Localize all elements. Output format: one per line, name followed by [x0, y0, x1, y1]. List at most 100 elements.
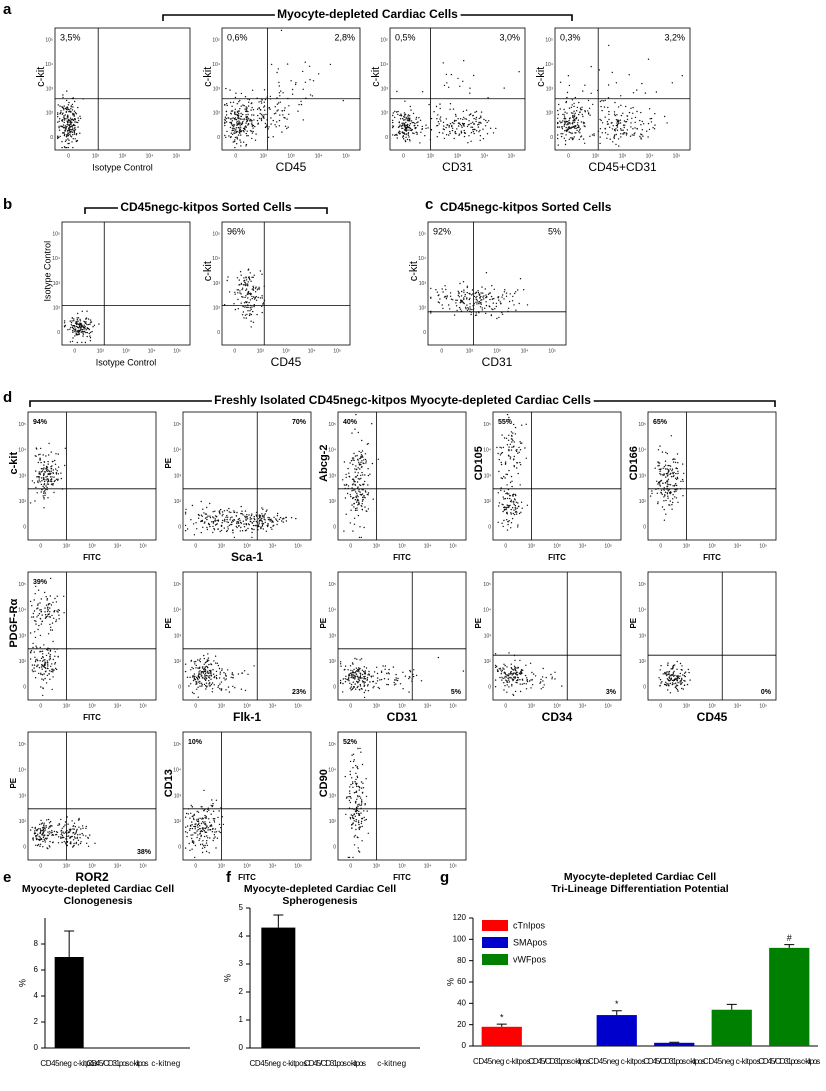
event-dot — [256, 526, 259, 528]
event-dot — [362, 498, 364, 501]
event-dot — [463, 297, 465, 299]
event-dot — [664, 464, 667, 466]
event-dot — [513, 502, 515, 504]
y-tick-label: 10² — [174, 659, 182, 665]
event-dot — [450, 73, 453, 76]
event-dot — [206, 808, 209, 810]
event-dot — [399, 124, 401, 126]
event-dot — [469, 310, 471, 312]
event-dot — [189, 827, 191, 830]
y-axis-label: PE — [9, 777, 18, 788]
event-dot — [625, 105, 627, 108]
event-dot — [267, 525, 269, 528]
event-dot — [258, 521, 260, 523]
event-dot — [472, 121, 474, 124]
event-dot — [245, 118, 247, 120]
y-tick-label: 10⁴ — [18, 768, 26, 774]
event-dot — [568, 119, 570, 122]
event-dot — [249, 304, 252, 307]
event-dot — [190, 683, 192, 685]
event-dot — [219, 530, 221, 533]
event-dot — [69, 830, 72, 832]
event-dot — [600, 119, 602, 122]
event-dot — [504, 463, 507, 465]
event-dot — [352, 767, 354, 769]
event-dot — [85, 318, 87, 320]
event-dot — [559, 120, 561, 122]
event-dot — [35, 455, 37, 457]
event-dot — [445, 73, 448, 76]
event-dot — [593, 133, 595, 135]
event-dot — [506, 497, 509, 500]
event-dot — [504, 672, 507, 674]
event-dot — [347, 856, 349, 859]
event-dot — [625, 132, 627, 134]
x-axis-label: FITC — [393, 873, 411, 882]
event-dot — [204, 685, 207, 687]
event-dot — [281, 131, 283, 133]
x-tick-label: 0 — [194, 703, 197, 709]
event-dot — [656, 492, 658, 494]
event-dot — [236, 526, 238, 529]
event-dot — [63, 134, 66, 137]
x-tick-label: 10⁵ — [173, 153, 181, 159]
event-dot — [243, 670, 246, 672]
event-dot — [251, 89, 254, 92]
event-dot — [509, 673, 511, 675]
event-dot — [81, 341, 83, 344]
event-dot — [525, 664, 527, 666]
event-dot — [483, 298, 485, 300]
event-dot — [611, 128, 614, 130]
event-dot — [79, 837, 81, 839]
event-dot — [75, 842, 77, 845]
event-dot — [516, 507, 518, 509]
event-dot — [57, 104, 59, 106]
event-dot — [350, 814, 352, 816]
event-dot — [45, 670, 47, 672]
event-dot — [43, 507, 45, 509]
event-dot — [42, 836, 45, 839]
event-dot — [498, 316, 500, 319]
event-dot — [453, 120, 456, 123]
event-dot — [32, 837, 34, 839]
event-dot — [453, 122, 455, 125]
event-dot — [679, 675, 681, 677]
y-tick-label: 10⁵ — [45, 38, 53, 44]
event-dot — [448, 304, 450, 306]
event-dot — [681, 687, 683, 690]
event-dot — [458, 122, 461, 125]
event-dot — [65, 831, 67, 834]
event-dot — [677, 501, 679, 503]
event-dot — [386, 683, 388, 686]
event-dot — [357, 804, 359, 806]
event-dot — [421, 91, 424, 93]
y-tick-label: 10⁵ — [173, 742, 181, 748]
event-dot — [463, 125, 465, 127]
event-dot — [253, 304, 255, 306]
event-dot — [663, 487, 665, 489]
event-dot — [251, 531, 253, 534]
event-dot — [71, 97, 74, 100]
event-dot — [200, 834, 202, 837]
event-dot — [513, 509, 515, 511]
event-dot — [222, 823, 225, 826]
event-dot — [490, 295, 493, 298]
event-dot — [273, 524, 275, 526]
event-dot — [436, 291, 439, 293]
event-dot — [202, 508, 204, 510]
event-dot — [489, 306, 491, 308]
event-dot — [360, 781, 363, 783]
event-dot — [510, 475, 513, 478]
event-dot — [218, 677, 221, 679]
event-dot — [204, 817, 207, 819]
event-dot — [665, 671, 667, 673]
event-dot — [353, 813, 355, 816]
event-dot — [512, 495, 514, 497]
event-dot — [363, 676, 365, 678]
event-dot — [203, 789, 205, 792]
event-dot — [659, 678, 662, 681]
event-dot — [223, 672, 225, 674]
event-dot — [242, 113, 244, 116]
event-dot — [613, 111, 616, 113]
event-dot — [581, 113, 583, 116]
